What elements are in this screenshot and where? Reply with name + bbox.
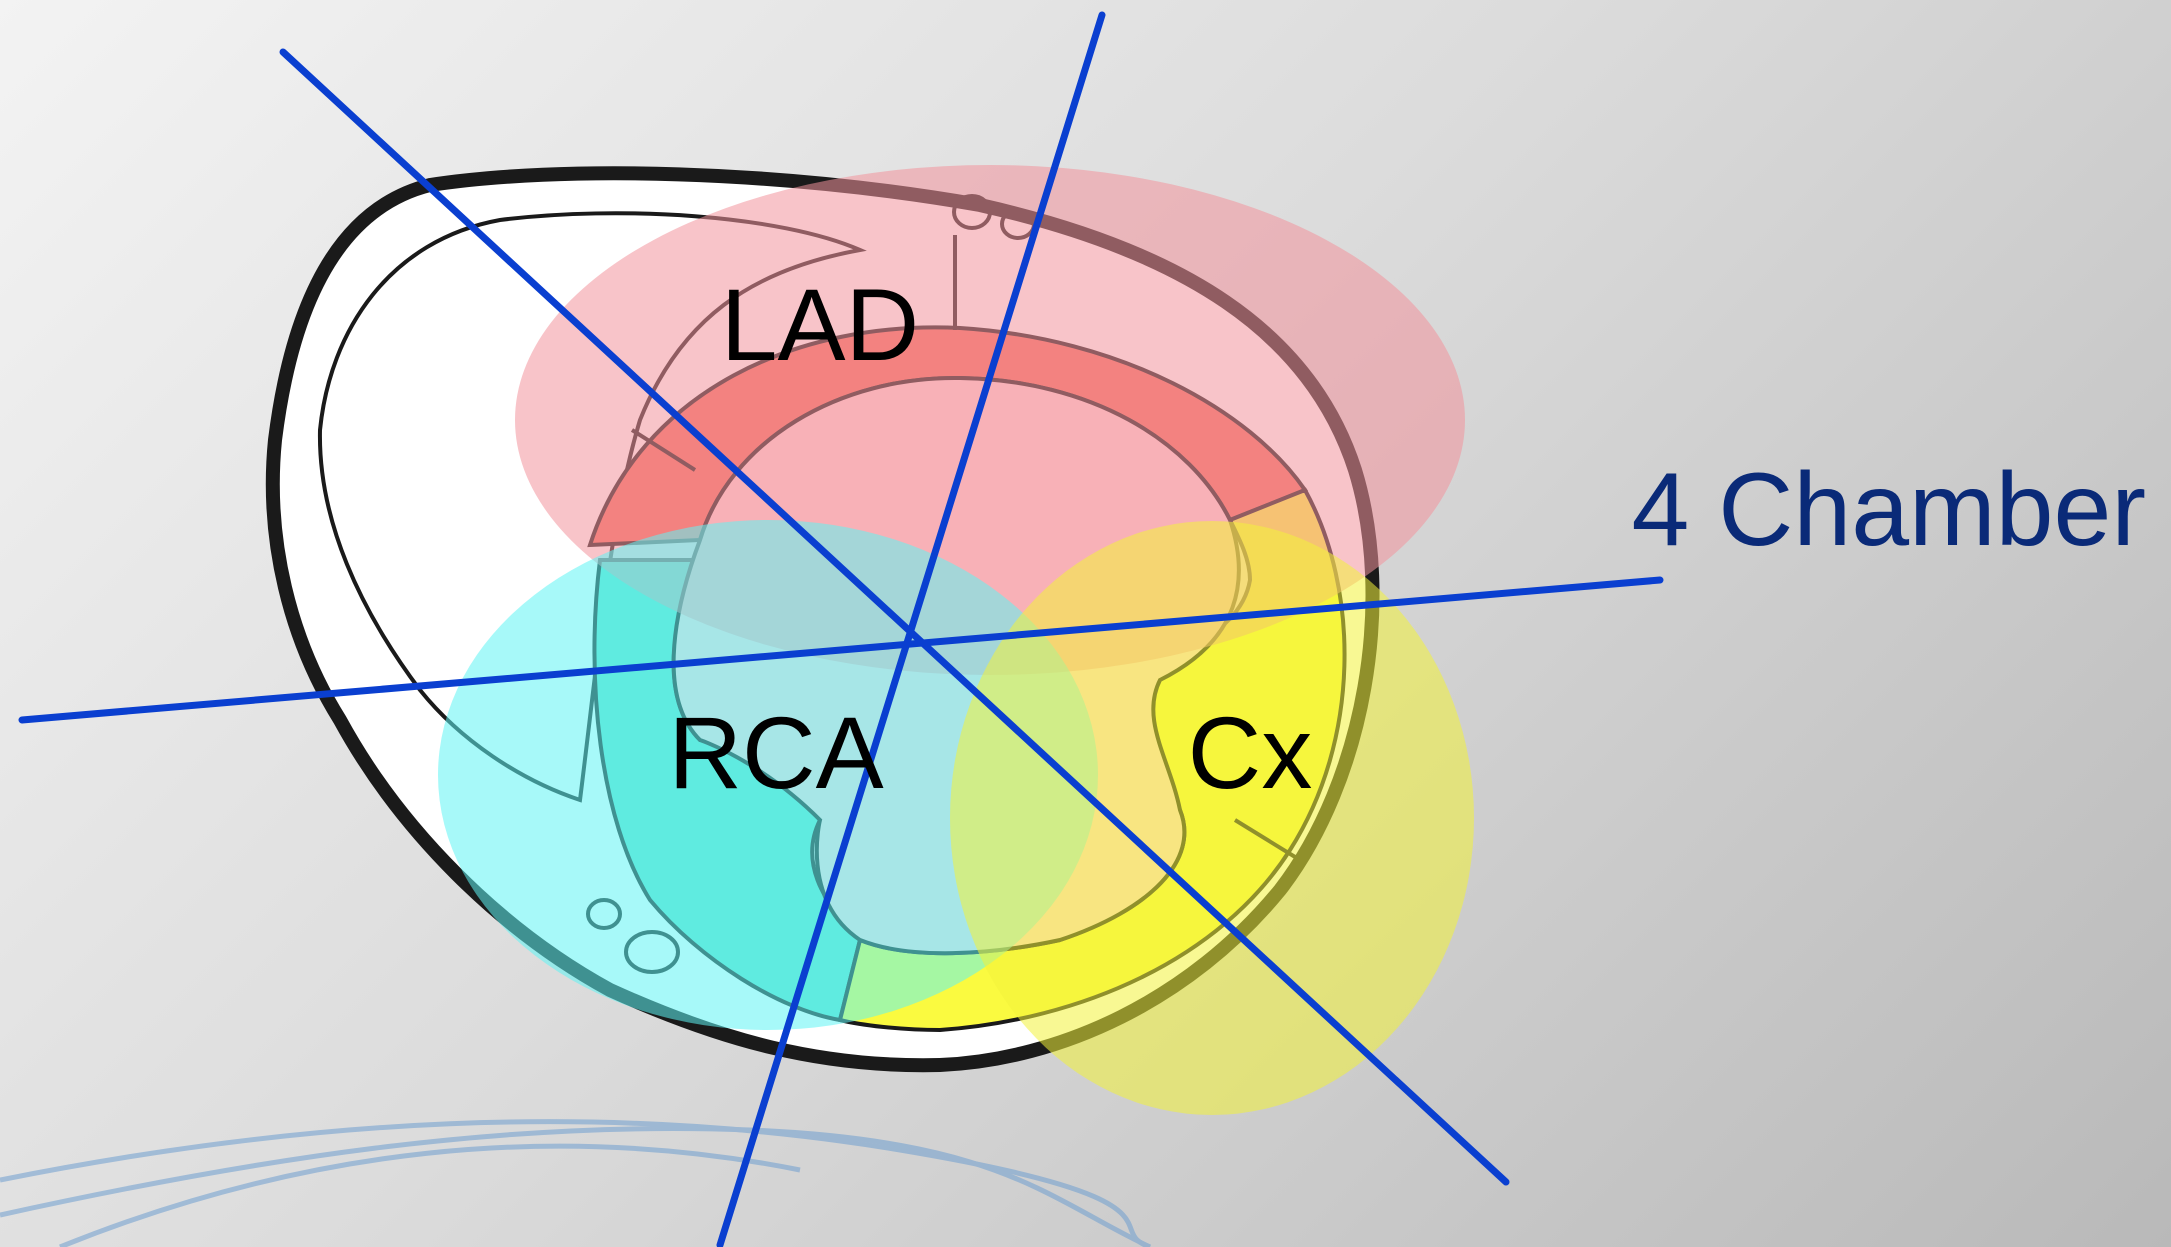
rca-territory [438, 520, 1098, 1030]
cx-label: Cx [1188, 696, 1313, 810]
scan-line-4-chamber [18, 576, 1664, 724]
lad-label: LAD [721, 268, 919, 382]
scan-line-diagonal [279, 48, 1510, 1186]
four-chamber-label: 4 Chamber [1632, 452, 2146, 568]
scan-plane-lines [18, 11, 1664, 1247]
cx-territory [950, 521, 1474, 1115]
rca-label: RCA [668, 696, 883, 810]
background-waves [0, 1119, 1152, 1247]
scan-line-steep [716, 11, 1106, 1247]
territory-overlays [438, 165, 1474, 1115]
